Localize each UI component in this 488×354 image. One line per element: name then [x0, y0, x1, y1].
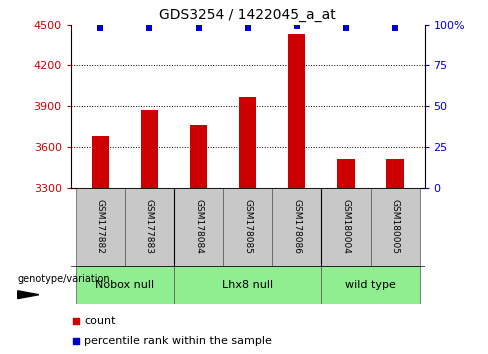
Text: wild type: wild type	[345, 280, 396, 290]
Bar	[92, 136, 109, 188]
Text: Nobox null: Nobox null	[95, 280, 154, 290]
Bar	[141, 110, 158, 188]
Bar	[272, 188, 322, 266]
Polygon shape	[18, 291, 39, 299]
Bar	[223, 188, 272, 266]
Text: Lhx8 null: Lhx8 null	[222, 280, 273, 290]
Text: percentile rank within the sample: percentile rank within the sample	[84, 336, 272, 346]
Text: count: count	[84, 316, 116, 326]
Point	[72, 338, 80, 343]
Text: GSM178086: GSM178086	[292, 199, 301, 254]
Point	[72, 319, 80, 324]
Bar	[337, 159, 355, 188]
Bar	[386, 159, 404, 188]
Bar	[174, 266, 322, 304]
Text: genotype/variation: genotype/variation	[18, 274, 110, 284]
Point	[244, 25, 252, 31]
Bar	[370, 188, 420, 266]
Bar	[322, 188, 370, 266]
Point	[293, 24, 301, 29]
Text: GSM180005: GSM180005	[390, 199, 400, 254]
Text: GSM180004: GSM180004	[342, 199, 350, 254]
Point	[145, 25, 153, 31]
Title: GDS3254 / 1422045_a_at: GDS3254 / 1422045_a_at	[159, 8, 336, 22]
Bar	[322, 266, 420, 304]
Text: GSM178084: GSM178084	[194, 199, 203, 254]
Bar	[190, 125, 207, 188]
Bar	[239, 97, 256, 188]
Bar	[76, 188, 125, 266]
Point	[96, 25, 104, 31]
Text: GSM177882: GSM177882	[96, 199, 105, 254]
Text: GSM177883: GSM177883	[145, 199, 154, 254]
Bar	[174, 188, 223, 266]
Bar	[76, 266, 174, 304]
Text: GSM178085: GSM178085	[243, 199, 252, 254]
Bar	[288, 34, 305, 188]
Point	[391, 25, 399, 31]
Point	[195, 25, 203, 31]
Bar	[125, 188, 174, 266]
Point	[342, 25, 350, 31]
